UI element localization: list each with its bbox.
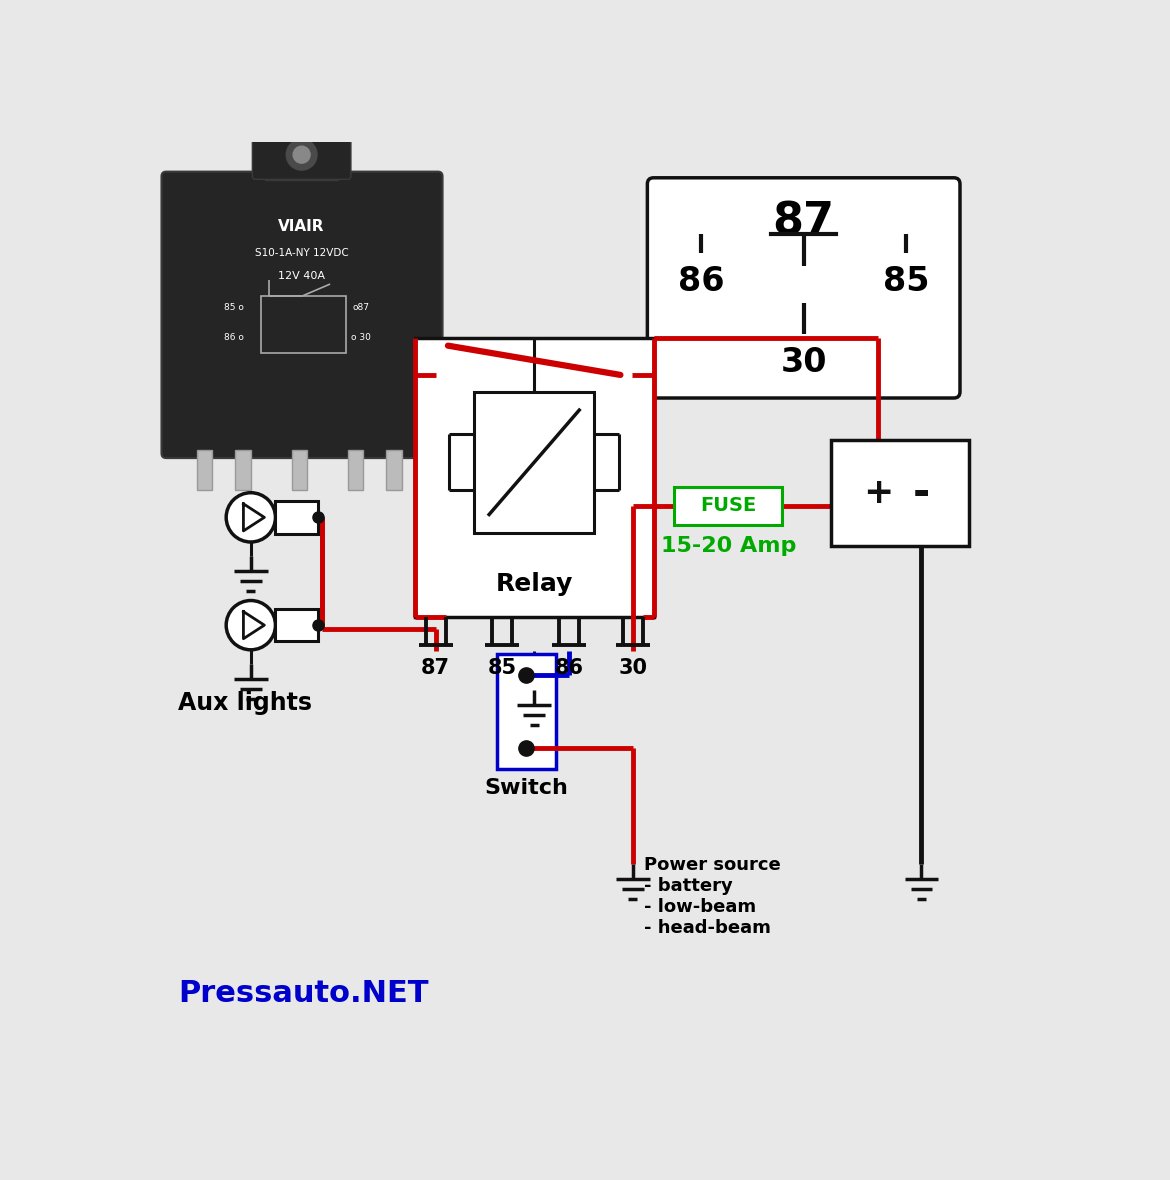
Text: VIAIR: VIAIR bbox=[278, 218, 325, 234]
Bar bbox=[197, 451, 212, 491]
Bar bbox=[261, 296, 345, 353]
Text: o 30: o 30 bbox=[351, 334, 371, 342]
Text: 85: 85 bbox=[487, 657, 516, 677]
Circle shape bbox=[226, 493, 275, 542]
Text: +: + bbox=[863, 476, 894, 510]
FancyBboxPatch shape bbox=[253, 131, 351, 179]
Text: 12V 40A: 12V 40A bbox=[278, 271, 325, 281]
Polygon shape bbox=[243, 504, 264, 531]
Bar bbox=[831, 440, 969, 546]
Text: 86: 86 bbox=[679, 264, 724, 297]
Text: FUSE: FUSE bbox=[700, 497, 756, 516]
Text: 87: 87 bbox=[421, 657, 450, 677]
Text: 30: 30 bbox=[618, 657, 647, 677]
Bar bbox=[347, 451, 363, 491]
Text: Switch: Switch bbox=[484, 779, 569, 799]
Circle shape bbox=[226, 601, 275, 650]
Bar bbox=[275, 609, 318, 641]
Text: 86 o: 86 o bbox=[223, 334, 243, 342]
Bar bbox=[235, 451, 250, 491]
Circle shape bbox=[294, 146, 310, 163]
Text: 85: 85 bbox=[883, 264, 929, 297]
Text: 30: 30 bbox=[780, 346, 827, 379]
Text: o87: o87 bbox=[352, 302, 370, 312]
Text: Pressauto.NET: Pressauto.NET bbox=[179, 979, 429, 1008]
Bar bbox=[264, 140, 338, 181]
Text: 85 o: 85 o bbox=[223, 302, 243, 312]
Bar bbox=[674, 486, 782, 525]
FancyBboxPatch shape bbox=[161, 171, 442, 458]
Text: Power source
- battery
- low-beam
- head-beam: Power source - battery - low-beam - head… bbox=[645, 857, 782, 937]
Polygon shape bbox=[243, 611, 264, 638]
Text: 87: 87 bbox=[772, 201, 834, 244]
Bar bbox=[474, 392, 594, 532]
Bar bbox=[386, 451, 401, 491]
Text: -: - bbox=[913, 472, 930, 514]
Text: 15-20 Amp: 15-20 Amp bbox=[661, 536, 796, 556]
FancyBboxPatch shape bbox=[647, 178, 959, 398]
Text: Aux lights: Aux lights bbox=[179, 690, 312, 715]
Bar bbox=[275, 502, 318, 533]
Text: S10-1A-NY 12VDC: S10-1A-NY 12VDC bbox=[255, 248, 349, 258]
Text: Relay: Relay bbox=[495, 572, 573, 596]
Bar bbox=[415, 337, 654, 617]
Text: 86: 86 bbox=[555, 657, 584, 677]
Circle shape bbox=[287, 139, 317, 170]
Bar bbox=[291, 451, 307, 491]
Bar bbox=[497, 654, 556, 769]
